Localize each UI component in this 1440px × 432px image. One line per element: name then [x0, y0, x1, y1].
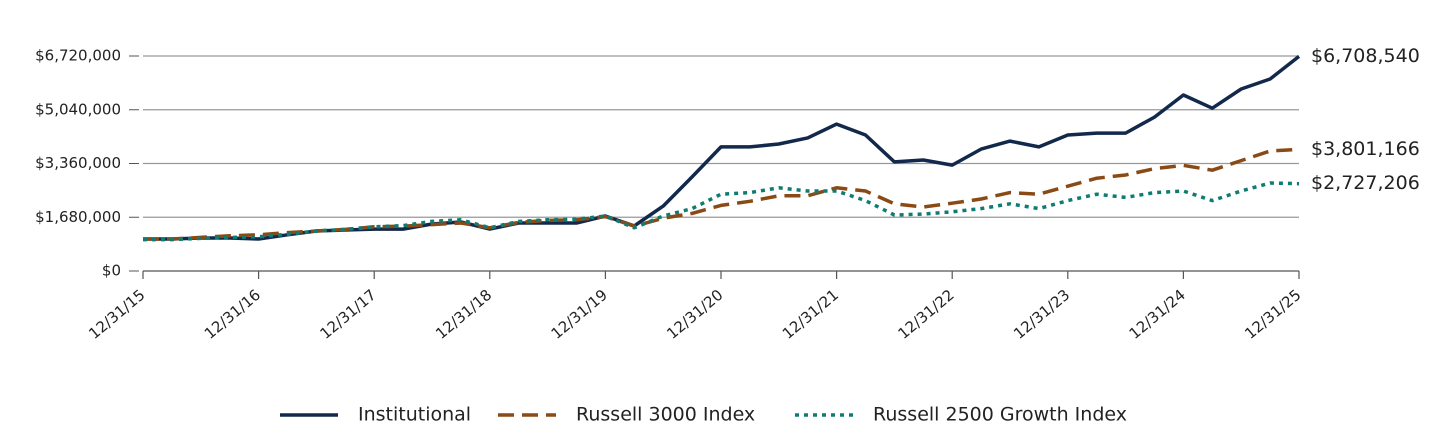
y-tick-label: $0	[102, 262, 121, 280]
x-tick-label: 12/31/24	[1126, 286, 1189, 343]
x-tick-label: 12/31/21	[779, 286, 842, 343]
legend-label: Russell 3000 Index	[576, 404, 755, 426]
y-tick-label: $3,360,000	[35, 154, 121, 172]
y-tick-label: $5,040,000	[35, 100, 121, 118]
x-tick-label: 12/31/22	[894, 286, 957, 343]
x-tick-label: 12/31/16	[201, 286, 264, 343]
series-line	[143, 147, 1300, 241]
legend-label: Russell 2500 Growth Index	[873, 404, 1127, 426]
x-tick-label: 12/31/23	[1010, 286, 1073, 343]
series-line	[143, 55, 1301, 241]
y-tick-label: $6,720,000	[35, 47, 121, 65]
end-value-label: $2,727,206	[1311, 172, 1420, 194]
x-tick-label: 12/31/20	[663, 286, 726, 343]
x-tick-label: 12/31/18	[432, 286, 495, 343]
series-line	[143, 181, 1300, 242]
x-tick-label: 12/31/25	[1241, 286, 1304, 343]
x-tick-label: 12/31/17	[316, 286, 379, 343]
end-value-label: $6,708,540	[1311, 45, 1420, 67]
y-tick-label: $1,680,000	[35, 208, 121, 226]
end-value-label: $3,801,166	[1311, 138, 1420, 160]
legend-label: Institutional	[358, 404, 471, 426]
x-tick-label: 12/31/15	[85, 286, 148, 343]
x-tick-label: 12/31/19	[548, 286, 611, 343]
